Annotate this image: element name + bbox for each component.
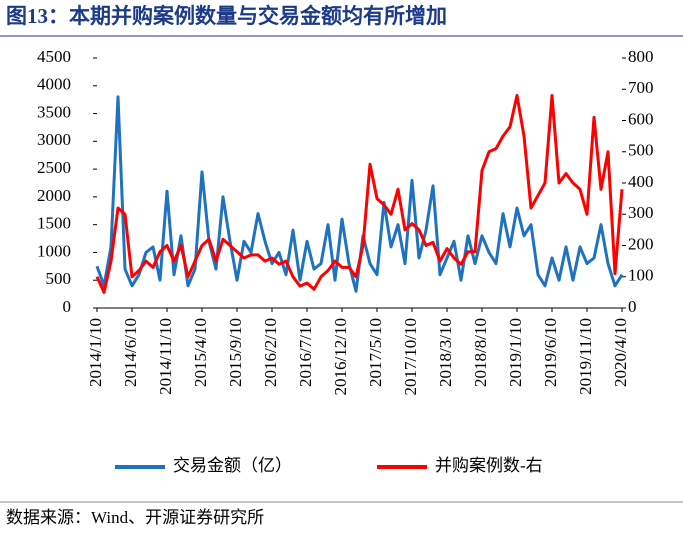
x-tick-label: 2018/8/10	[471, 318, 490, 387]
series-line	[95, 94, 624, 294]
y-tick-label: 4000	[37, 75, 71, 94]
legend-label: 交易金额（亿）	[173, 456, 292, 475]
y-tick-label: 3500	[37, 102, 71, 121]
source: 数据来源：Wind、开源证券研究所	[6, 508, 264, 527]
y-tick-label: 2500	[37, 158, 71, 177]
y2-tick-label: 0	[628, 297, 637, 316]
x-tick-label: 2019/6/10	[541, 318, 560, 387]
x-tick-label: 2017/5/10	[366, 318, 385, 387]
y-tick-label: 500	[46, 269, 72, 288]
x-tick-label: 2019/1/10	[506, 318, 525, 387]
y-tick-label: 1500	[37, 214, 71, 233]
y2-tick-label: 200	[628, 234, 654, 253]
x-tick-label: 2014/1/10	[86, 318, 105, 387]
x-tick-label: 2014/6/10	[121, 318, 140, 387]
x-tick-label: 2020/4/10	[611, 318, 630, 387]
y-tick-label: 3000	[37, 130, 71, 149]
x-tick-label: 2018/3/10	[436, 318, 455, 387]
x-tick-label: 2015/4/10	[191, 318, 210, 387]
y2-tick-label: 300	[628, 203, 654, 222]
y-tick-label: 2000	[37, 186, 71, 205]
y2-tick-label: 400	[628, 172, 654, 191]
y-tick-label: 4500	[37, 47, 71, 66]
y2-tick-label: 800	[628, 47, 654, 66]
x-tick-label: 2016/7/10	[296, 318, 315, 387]
x-tick-label: 2019/11/10	[576, 318, 595, 395]
x-tick-label: 2016/12/10	[331, 318, 350, 395]
x-tick-label: 2016/2/10	[261, 318, 280, 387]
x-tick-label: 2017/10/10	[401, 318, 420, 395]
y2-tick-label: 600	[628, 109, 654, 128]
y2-tick-label: 500	[628, 141, 654, 160]
y2-tick-label: 100	[628, 266, 654, 285]
legend-label: 并购案例数-右	[435, 456, 543, 475]
y-tick-label: 0	[63, 297, 72, 316]
y2-tick-label: 700	[628, 78, 654, 97]
y-tick-label: 1000	[37, 241, 71, 260]
x-tick-label: 2014/11/10	[156, 318, 175, 395]
chart-title: 图13：本期并购案例数量与交易金额均有所增加	[6, 4, 447, 28]
x-tick-label: 2015/9/10	[226, 318, 245, 387]
